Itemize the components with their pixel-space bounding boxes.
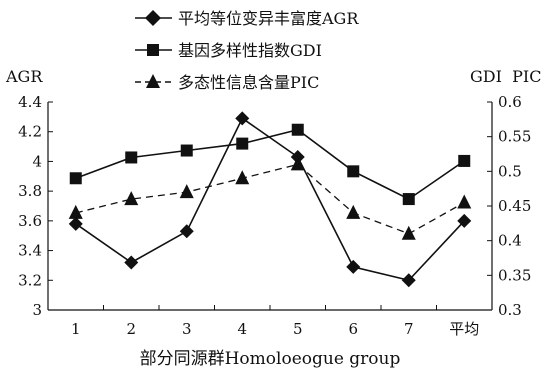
data-point-triangle: [346, 204, 361, 219]
data-point-diamond: [346, 259, 361, 274]
data-point-diamond: [179, 224, 194, 239]
x-tick-label: 平均: [449, 320, 479, 338]
data-point-square: [402, 193, 415, 206]
x-tick-label: 6: [348, 320, 358, 338]
series-layer: [68, 111, 472, 288]
data-point-triangle: [68, 204, 83, 219]
right-tick-label: 0.6: [498, 93, 522, 111]
left-tick-label: 3.6: [18, 212, 42, 230]
x-tick-label: 7: [404, 320, 414, 338]
data-point-diamond: [457, 213, 472, 228]
right-tick-label: 0.5: [498, 162, 522, 180]
data-point-triangle: [457, 194, 472, 209]
series-line-diamond: [75, 117, 465, 282]
series-line-square: [75, 128, 465, 201]
data-point-square: [236, 137, 249, 150]
right-tick-label: 0.45: [498, 197, 531, 215]
legend-entry-pic: 多态性信息含量PIC: [135, 73, 319, 92]
x-axis-title: 部分同源群Homoloeogue group: [140, 349, 401, 369]
x-tick-label: 4: [237, 320, 247, 338]
left-axis-title: AGR: [5, 67, 43, 86]
legend-entry-gdi: 基因多样性指数GDI: [135, 41, 322, 60]
data-point-square: [180, 144, 193, 157]
legend-triangle-marker: [146, 74, 160, 88]
left-tick-label: 4.2: [18, 123, 42, 141]
data-point-square: [125, 151, 138, 164]
data-point-square: [291, 123, 304, 136]
data-point-triangle: [179, 184, 194, 199]
x-axis-ticks: 1 2 3 4 5 6 7 平均: [71, 305, 479, 338]
legend: 平均等位变异丰富度AGR 基因多样性指数GDI 多态性信息含量PIC: [135, 9, 359, 92]
data-point-diamond: [68, 216, 83, 231]
legend-label-gdi: 基因多样性指数GDI: [178, 41, 322, 60]
series-line-triangle: [75, 163, 465, 235]
left-tick-label: 4: [32, 152, 42, 170]
data-point-triangle: [290, 156, 305, 171]
left-axis-ticks: 3 3.2 3.4 3.6 3.8 4 4.2 4.4: [18, 93, 53, 319]
left-tick-label: 4.4: [18, 93, 42, 111]
legend-square-marker: [147, 44, 159, 56]
legend-label-agr: 平均等位变异丰富度AGR: [178, 9, 359, 28]
left-tick-label: 3.2: [18, 271, 42, 289]
left-tick-label: 3.4: [18, 242, 42, 260]
axes: [47, 102, 493, 311]
data-point-square: [347, 165, 360, 178]
legend-label-pic: 多态性信息含量PIC: [178, 73, 319, 92]
data-point-square: [69, 172, 82, 185]
data-point-triangle: [124, 191, 139, 206]
data-point-diamond: [124, 255, 139, 270]
right-axis-title: GDI PIC: [470, 67, 541, 86]
x-tick-label: 5: [293, 320, 303, 338]
left-tick-label: 3.8: [18, 182, 42, 200]
left-tick-label: 3: [32, 301, 42, 319]
right-tick-label: 0.3: [498, 301, 522, 319]
right-tick-label: 0.4: [498, 232, 522, 250]
legend-diamond-marker: [145, 10, 161, 26]
data-point-diamond: [401, 273, 416, 288]
x-tick-label: 1: [71, 320, 81, 338]
data-point-triangle: [401, 225, 416, 240]
legend-entry-agr: 平均等位变异丰富度AGR: [135, 9, 359, 28]
right-tick-label: 0.35: [498, 266, 531, 284]
right-tick-label: 0.55: [498, 128, 531, 146]
data-point-diamond: [235, 111, 250, 126]
data-point-square: [458, 154, 471, 167]
right-axis-ticks: 0.3 0.35 0.4 0.45 0.5 0.55 0.6: [487, 93, 531, 319]
data-point-triangle: [235, 170, 250, 185]
x-tick-label: 3: [182, 320, 192, 338]
x-tick-label: 2: [126, 320, 136, 338]
